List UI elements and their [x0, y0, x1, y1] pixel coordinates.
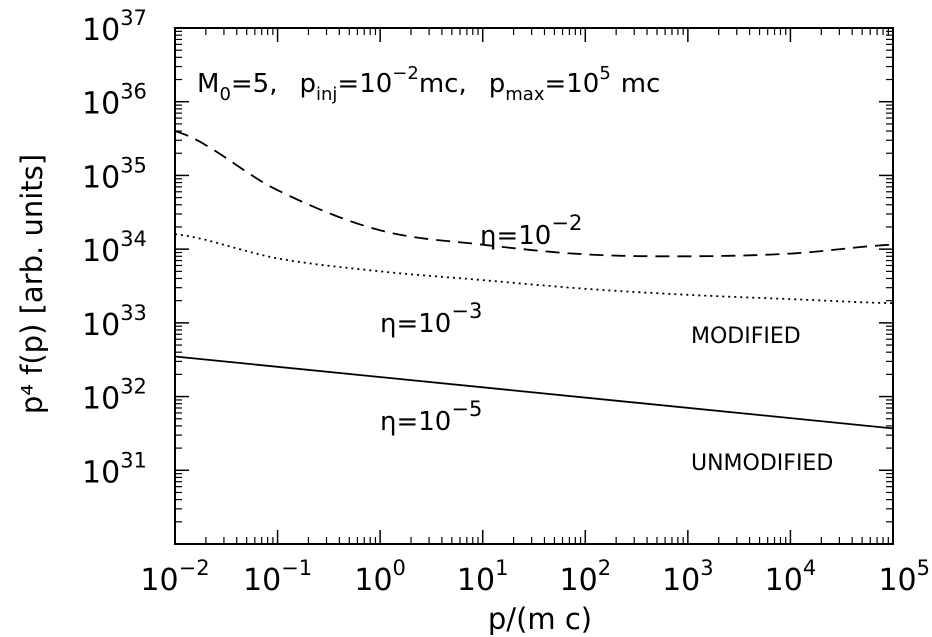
x-tick-label: 101	[457, 556, 509, 598]
y-tick-label: 1035	[82, 153, 147, 195]
annot-pmax-eq: =10	[544, 69, 599, 99]
y-tick-label-exp: 37	[120, 6, 147, 30]
y-tick-label-exp: 31	[120, 448, 147, 472]
x-tick-label-exp: 4	[803, 556, 816, 580]
y-tick-label-base: 10	[82, 234, 120, 269]
y-tick-label-exp: 32	[120, 375, 147, 399]
annot-pinj-eq: =10	[337, 69, 392, 99]
x-tick-label-base: 10	[878, 563, 916, 598]
y-tick-label-base: 10	[82, 455, 120, 490]
y-tick-label-base: 10	[82, 382, 120, 417]
series-label-eta-1e-5-exp: −5	[451, 397, 482, 421]
y-tick-label-exp: 35	[120, 153, 147, 177]
y-tick-label: 1032	[82, 375, 147, 417]
annot-pinj-sub: inj	[316, 84, 337, 105]
x-tick-label-base: 10	[354, 563, 392, 598]
y-tick-label: 1031	[82, 448, 147, 490]
annot-pmax-exp: 5	[599, 63, 610, 84]
x-tick-label-exp: −2	[179, 556, 210, 580]
series-group	[174, 130, 894, 430]
x-tick-label-exp: 1	[495, 556, 508, 580]
labels-group: 10−2 10−1 100 101 102 103 104 10510311032103310…	[82, 6, 930, 598]
plot-frame	[174, 27, 894, 545]
x-tick-label: 104	[765, 556, 817, 598]
annot-m-sub: 0	[219, 84, 230, 105]
y-tick-label-exp: 33	[120, 301, 147, 325]
annot-pmax-unit: mc	[621, 69, 661, 99]
plot-frame-group	[174, 27, 894, 545]
y-tick-label-base: 10	[82, 13, 120, 48]
x-tick-label: 103	[662, 556, 714, 598]
x-tick-label: 100	[354, 556, 406, 598]
x-tick-label-exp: 3	[700, 556, 713, 580]
parameter-annotation: M0=5, pinj=10−2mc, pmax=105 mc	[197, 63, 660, 105]
axis-ticks-group	[174, 27, 894, 545]
series-label-eta-1e-2-exp: −2	[551, 211, 582, 235]
annot-pmax-base: p	[489, 69, 506, 99]
series-label-eta-1e-3: η=10−3	[380, 299, 482, 339]
annot-m-base: M	[197, 69, 219, 99]
annot-pinj-base: p	[299, 69, 316, 99]
y-tick-label-base: 10	[82, 87, 120, 122]
x-tick-label-base: 10	[765, 563, 803, 598]
x-tick-label-base: 10	[140, 563, 178, 598]
x-tick-label-base: 10	[560, 563, 598, 598]
series-label-eta-1e-2: η=10−2	[480, 211, 582, 251]
annot-pinj-unit: mc,	[419, 69, 467, 99]
x-tick-label: 102	[560, 556, 612, 598]
x-tick-label-base: 10	[662, 563, 700, 598]
x-tick-label: 10−1	[243, 556, 312, 598]
y-tick-label: 1034	[82, 227, 147, 269]
x-axis-label: p/(m c)	[488, 602, 592, 636]
x-tick-label: 105	[878, 556, 930, 598]
y-tick-label-exp: 36	[120, 80, 147, 104]
series-line-dashed	[174, 130, 894, 258]
x-tick-label: 10−2	[140, 556, 209, 598]
x-tick-label-exp: 2	[598, 556, 611, 580]
y-tick-label-base: 10	[82, 160, 120, 195]
x-tick-label-exp: 5	[917, 556, 930, 580]
region-label-modified: MODIFIED	[691, 324, 801, 349]
y-tick-label-exp: 34	[120, 227, 147, 251]
region-label-unmodified: UNMODIFIED	[691, 451, 833, 476]
annot-pinj-exp: −2	[392, 63, 419, 84]
y-tick-label: 1037	[82, 6, 147, 48]
series-label-eta-1e-5: η=10−5	[380, 397, 482, 437]
series-line-solid	[174, 355, 894, 430]
y-axis-label: p⁴ f(p) [arb. units]	[15, 154, 49, 414]
x-tick-label-exp: 0	[393, 556, 406, 580]
annot-pmax-sub: max	[505, 84, 545, 105]
x-tick-label-base: 10	[457, 563, 495, 598]
x-tick-label-base: 10	[243, 563, 281, 598]
y-tick-label: 1033	[82, 301, 147, 343]
y-tick-label-base: 10	[82, 308, 120, 343]
y-tick-label: 1036	[82, 80, 147, 122]
series-label-eta-1e-3-exp: −3	[451, 299, 482, 323]
series-label-eta-1e-3-base: η=10	[380, 309, 451, 339]
annot-m-rest: =5,	[231, 69, 278, 99]
x-tick-label-exp: −1	[281, 556, 312, 580]
series-label-eta-1e-2-base: η=10	[480, 221, 551, 251]
series-label-eta-1e-5-base: η=10	[380, 407, 451, 437]
